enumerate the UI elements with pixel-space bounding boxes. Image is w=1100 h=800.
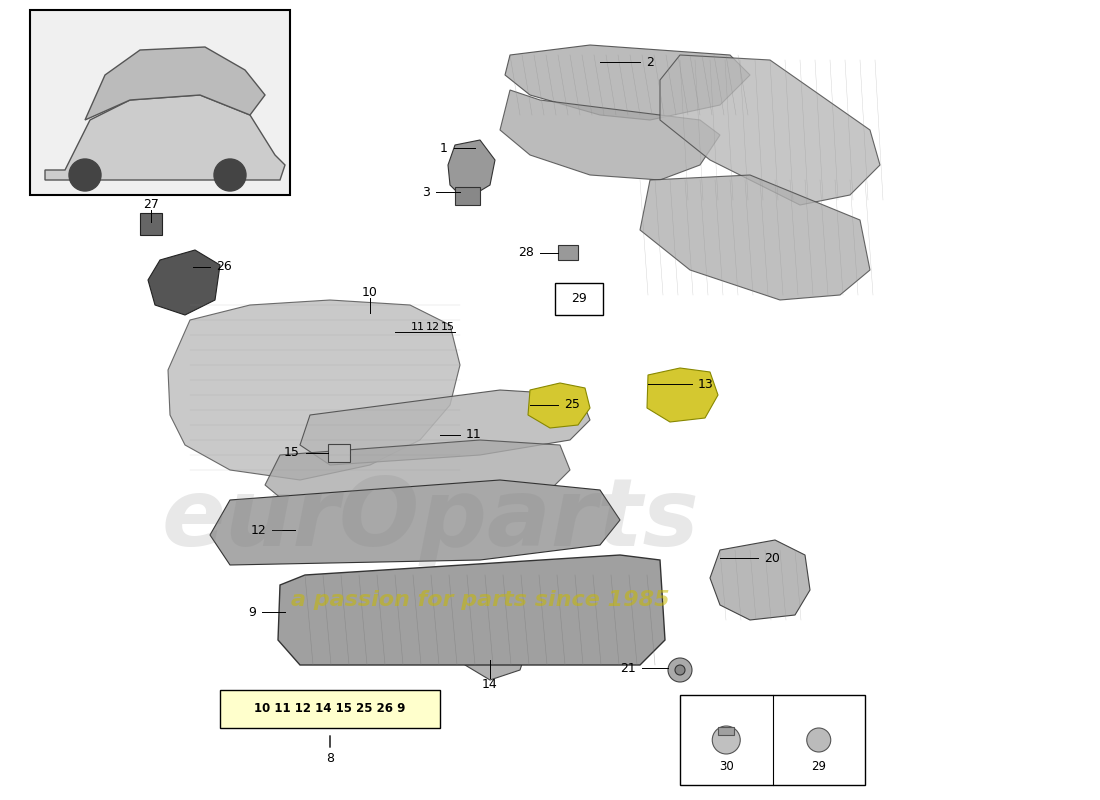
Bar [30,10,290,195]
Bar [140,213,162,235]
Polygon shape [448,140,495,200]
Text: 29: 29 [812,760,826,773]
Polygon shape [710,540,810,620]
Text: a passion for parts since 1985: a passion for parts since 1985 [290,590,669,610]
Text: 11: 11 [466,429,482,442]
Polygon shape [505,45,750,120]
Polygon shape [528,383,590,428]
Polygon shape [210,480,620,565]
Text: 14: 14 [482,678,498,690]
Circle shape [214,159,246,191]
Circle shape [713,726,740,754]
Polygon shape [500,90,720,180]
Text: 9: 9 [249,606,256,618]
Text: 21: 21 [620,662,636,674]
Circle shape [675,665,685,675]
Polygon shape [660,55,880,205]
Circle shape [69,159,101,191]
Bar [556,283,603,315]
Polygon shape [45,95,285,180]
Polygon shape [148,250,220,315]
Text: 13: 13 [698,378,714,390]
Text: 1: 1 [440,142,448,154]
Text: 30: 30 [719,760,734,773]
Polygon shape [168,300,460,480]
Polygon shape [640,175,870,300]
Text: 10: 10 [362,286,378,298]
Bar [558,245,578,260]
Text: 11: 11 [411,322,425,332]
Text: 28: 28 [518,246,534,259]
Polygon shape [85,47,265,120]
Circle shape [668,658,692,682]
Bar [455,187,480,205]
Polygon shape [455,618,530,680]
Text: 20: 20 [764,551,780,565]
Text: 26: 26 [216,261,232,274]
Text: 3: 3 [422,186,430,198]
Text: 29: 29 [571,293,587,306]
Text: 12: 12 [426,322,440,332]
Text: 27: 27 [143,198,158,210]
Bar [328,444,350,462]
Text: 15: 15 [284,446,300,459]
Bar [680,695,865,785]
Text: 2: 2 [646,55,653,69]
Text: 10 11 12 14 15 25 26 9: 10 11 12 14 15 25 26 9 [254,702,406,715]
Text: 12: 12 [251,523,266,537]
Polygon shape [278,555,666,665]
Text: 25: 25 [564,398,580,411]
Circle shape [806,728,830,752]
Bar [285,595,324,630]
Text: 8: 8 [326,751,334,765]
Bar [220,690,440,728]
Text: eurOparts: eurOparts [161,474,698,566]
Bar [718,727,735,735]
Polygon shape [265,440,570,510]
Polygon shape [647,368,718,422]
Polygon shape [300,390,590,465]
Text: 15: 15 [441,322,455,332]
